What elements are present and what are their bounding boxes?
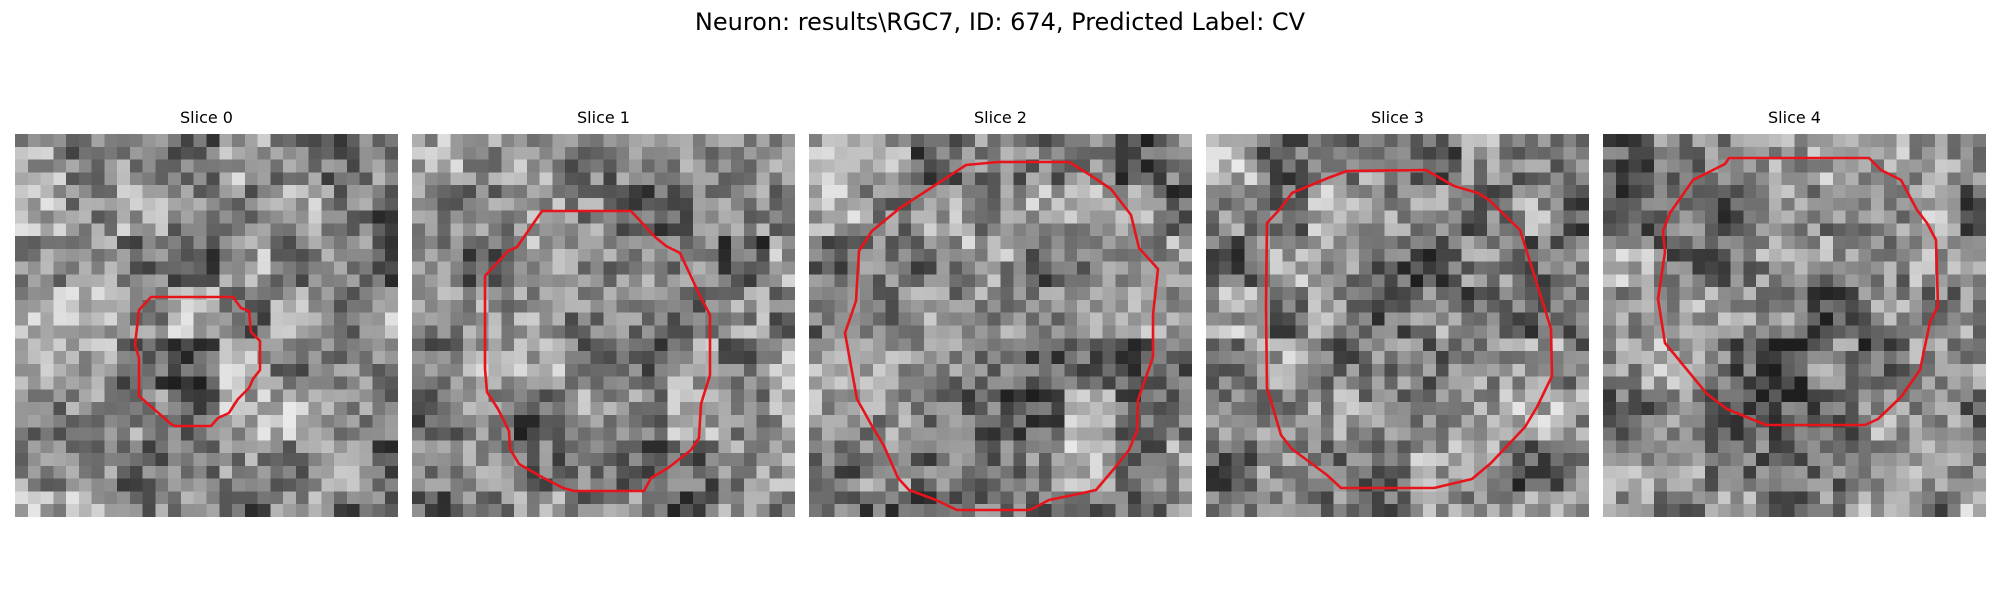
slice-title: Slice 3 bbox=[1371, 108, 1424, 127]
roi-contour bbox=[133, 295, 262, 428]
slice-image bbox=[412, 134, 795, 517]
slice-image bbox=[1603, 134, 1986, 517]
slice-panel-1: Slice 1 bbox=[412, 107, 795, 517]
slice-panel-4: Slice 4 bbox=[1603, 107, 1986, 517]
slice-panel-2: Slice 2 bbox=[809, 107, 1192, 517]
slice-image bbox=[809, 134, 1192, 517]
roi-contour bbox=[483, 209, 712, 493]
roi-contour bbox=[843, 160, 1160, 512]
slice-title: Slice 1 bbox=[577, 108, 630, 127]
slice-image bbox=[1206, 134, 1589, 517]
slice-title: Slice 4 bbox=[1768, 108, 1821, 127]
slice-panel-3: Slice 3 bbox=[1206, 107, 1589, 517]
slice-image bbox=[15, 134, 398, 517]
roi-contour bbox=[1264, 168, 1554, 490]
slice-title: Slice 0 bbox=[180, 108, 233, 127]
figure-title: Neuron: results\RGC7, ID: 674, Predicted… bbox=[694, 8, 1306, 36]
roi-contour bbox=[1656, 156, 1940, 427]
slice-title: Slice 2 bbox=[974, 108, 1027, 127]
slice-panel-0: Slice 0 bbox=[15, 107, 398, 517]
